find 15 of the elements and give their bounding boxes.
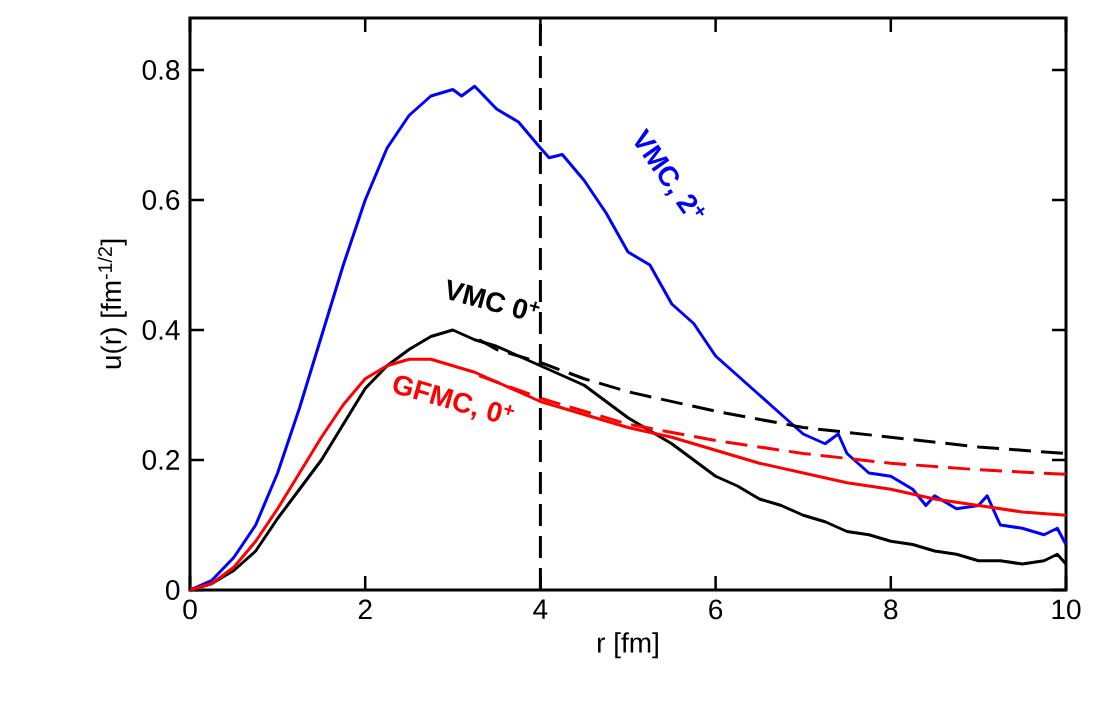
x-tick-label: 2 xyxy=(358,599,372,620)
text: GFMC, 0$^{+}$ xyxy=(393,375,515,422)
x-tick-label: 6 xyxy=(709,599,723,620)
y-tick-label: 0 xyxy=(165,580,180,600)
y-tick-label: 0.2 xyxy=(142,450,180,470)
text: VMC 0$^{+}$ xyxy=(447,279,540,319)
y-tick-label: 0.6 xyxy=(142,190,180,210)
y-axis-title: u(r) [fm$^{-1/2}$] xyxy=(97,239,127,369)
x-tick-label: 0 xyxy=(183,599,197,620)
x-tick-label: 4 xyxy=(533,599,548,619)
x-axis-title: r [fm] xyxy=(597,632,658,659)
x-tick-label: 10 xyxy=(1052,599,1081,620)
x-tick-label: 8 xyxy=(884,599,898,620)
y-tick-label: 0.8 xyxy=(142,60,180,80)
y-tick-label: 0.4 xyxy=(142,320,180,340)
